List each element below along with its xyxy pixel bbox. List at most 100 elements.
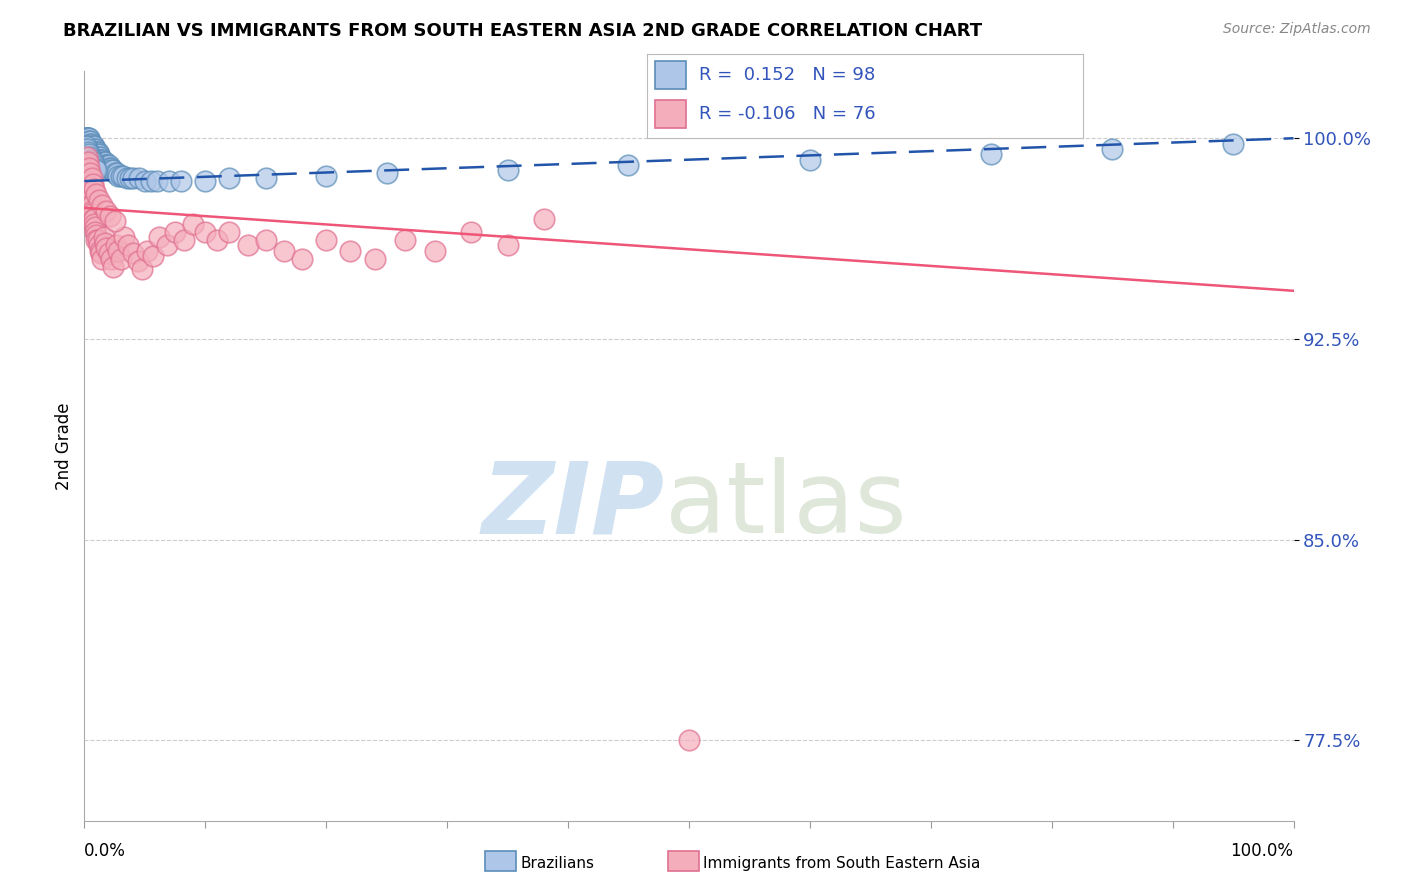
Point [165,225,187,239]
Point [121,171,143,186]
Point [100,163,122,178]
Point [79,145,101,159]
Point [79,139,101,153]
Point [100,252,122,266]
Text: Source: ZipAtlas.com: Source: ZipAtlas.com [1223,22,1371,37]
Point [128,171,150,186]
Point [86,150,108,164]
Point [86,145,108,159]
Point [90,155,112,169]
Point [76,150,98,164]
Point [83,142,105,156]
Point [77,131,100,145]
Point [75,131,97,145]
Point [86,145,108,159]
Point [91,155,114,169]
Point [91,153,114,167]
Point [496,238,519,252]
Text: R = -0.106   N = 76: R = -0.106 N = 76 [699,105,876,123]
Point [77,131,100,145]
Point [273,244,295,258]
Point [90,153,112,167]
Point [363,252,385,266]
Point [82,211,104,226]
Point [110,252,132,266]
Point [146,174,169,188]
Point [131,262,153,277]
Point [77,139,100,153]
Point [84,142,107,156]
Point [127,254,149,268]
Point [86,187,108,202]
Point [77,142,100,156]
Point [157,174,180,188]
Point [80,145,103,159]
Bar [655,62,686,89]
Point [315,169,337,183]
Point [98,209,121,223]
Point [218,225,240,239]
Point [76,131,98,145]
Point [84,145,107,159]
Point [194,225,217,239]
Point [86,227,108,242]
Point [315,233,337,247]
Point [121,246,143,260]
Point [120,171,142,186]
Point [107,169,129,183]
Point [496,163,519,178]
Point [79,142,101,156]
Point [142,249,165,263]
Point [93,230,115,244]
Point [82,177,104,191]
Text: R =  0.152   N = 98: R = 0.152 N = 98 [699,66,876,84]
Point [87,147,110,161]
Point [77,174,100,188]
Point [77,185,100,199]
Point [339,244,361,258]
Point [136,244,159,258]
Point [104,166,127,180]
Point [84,225,107,239]
Point [139,174,162,188]
Point [84,219,107,234]
Point [375,166,398,180]
Point [76,136,98,151]
Point [110,169,132,183]
Text: Brazilians: Brazilians [520,856,595,871]
Point [134,174,156,188]
Text: 100.0%: 100.0% [1230,842,1294,860]
Point [96,158,118,172]
Point [148,230,170,244]
Point [76,134,98,148]
Point [678,733,700,747]
Point [194,174,217,188]
Point [75,158,97,172]
Point [79,166,101,180]
Point [207,233,229,247]
Point [83,145,105,159]
Point [79,134,101,148]
Point [89,153,111,167]
Point [77,136,100,151]
Point [77,155,100,169]
Point [77,131,100,145]
Point [617,158,640,172]
Point [77,187,100,202]
Point [79,193,101,207]
Point [77,147,100,161]
Point [89,150,111,164]
Point [423,244,446,258]
Point [83,217,105,231]
Point [112,169,135,183]
Point [80,142,103,156]
Text: Immigrants from South Eastern Asia: Immigrants from South Eastern Asia [703,856,980,871]
Point [86,233,108,247]
Point [79,198,101,212]
Point [155,238,177,252]
Point [104,214,127,228]
Point [90,246,112,260]
Point [86,163,108,178]
Point [170,174,193,188]
Point [77,134,100,148]
